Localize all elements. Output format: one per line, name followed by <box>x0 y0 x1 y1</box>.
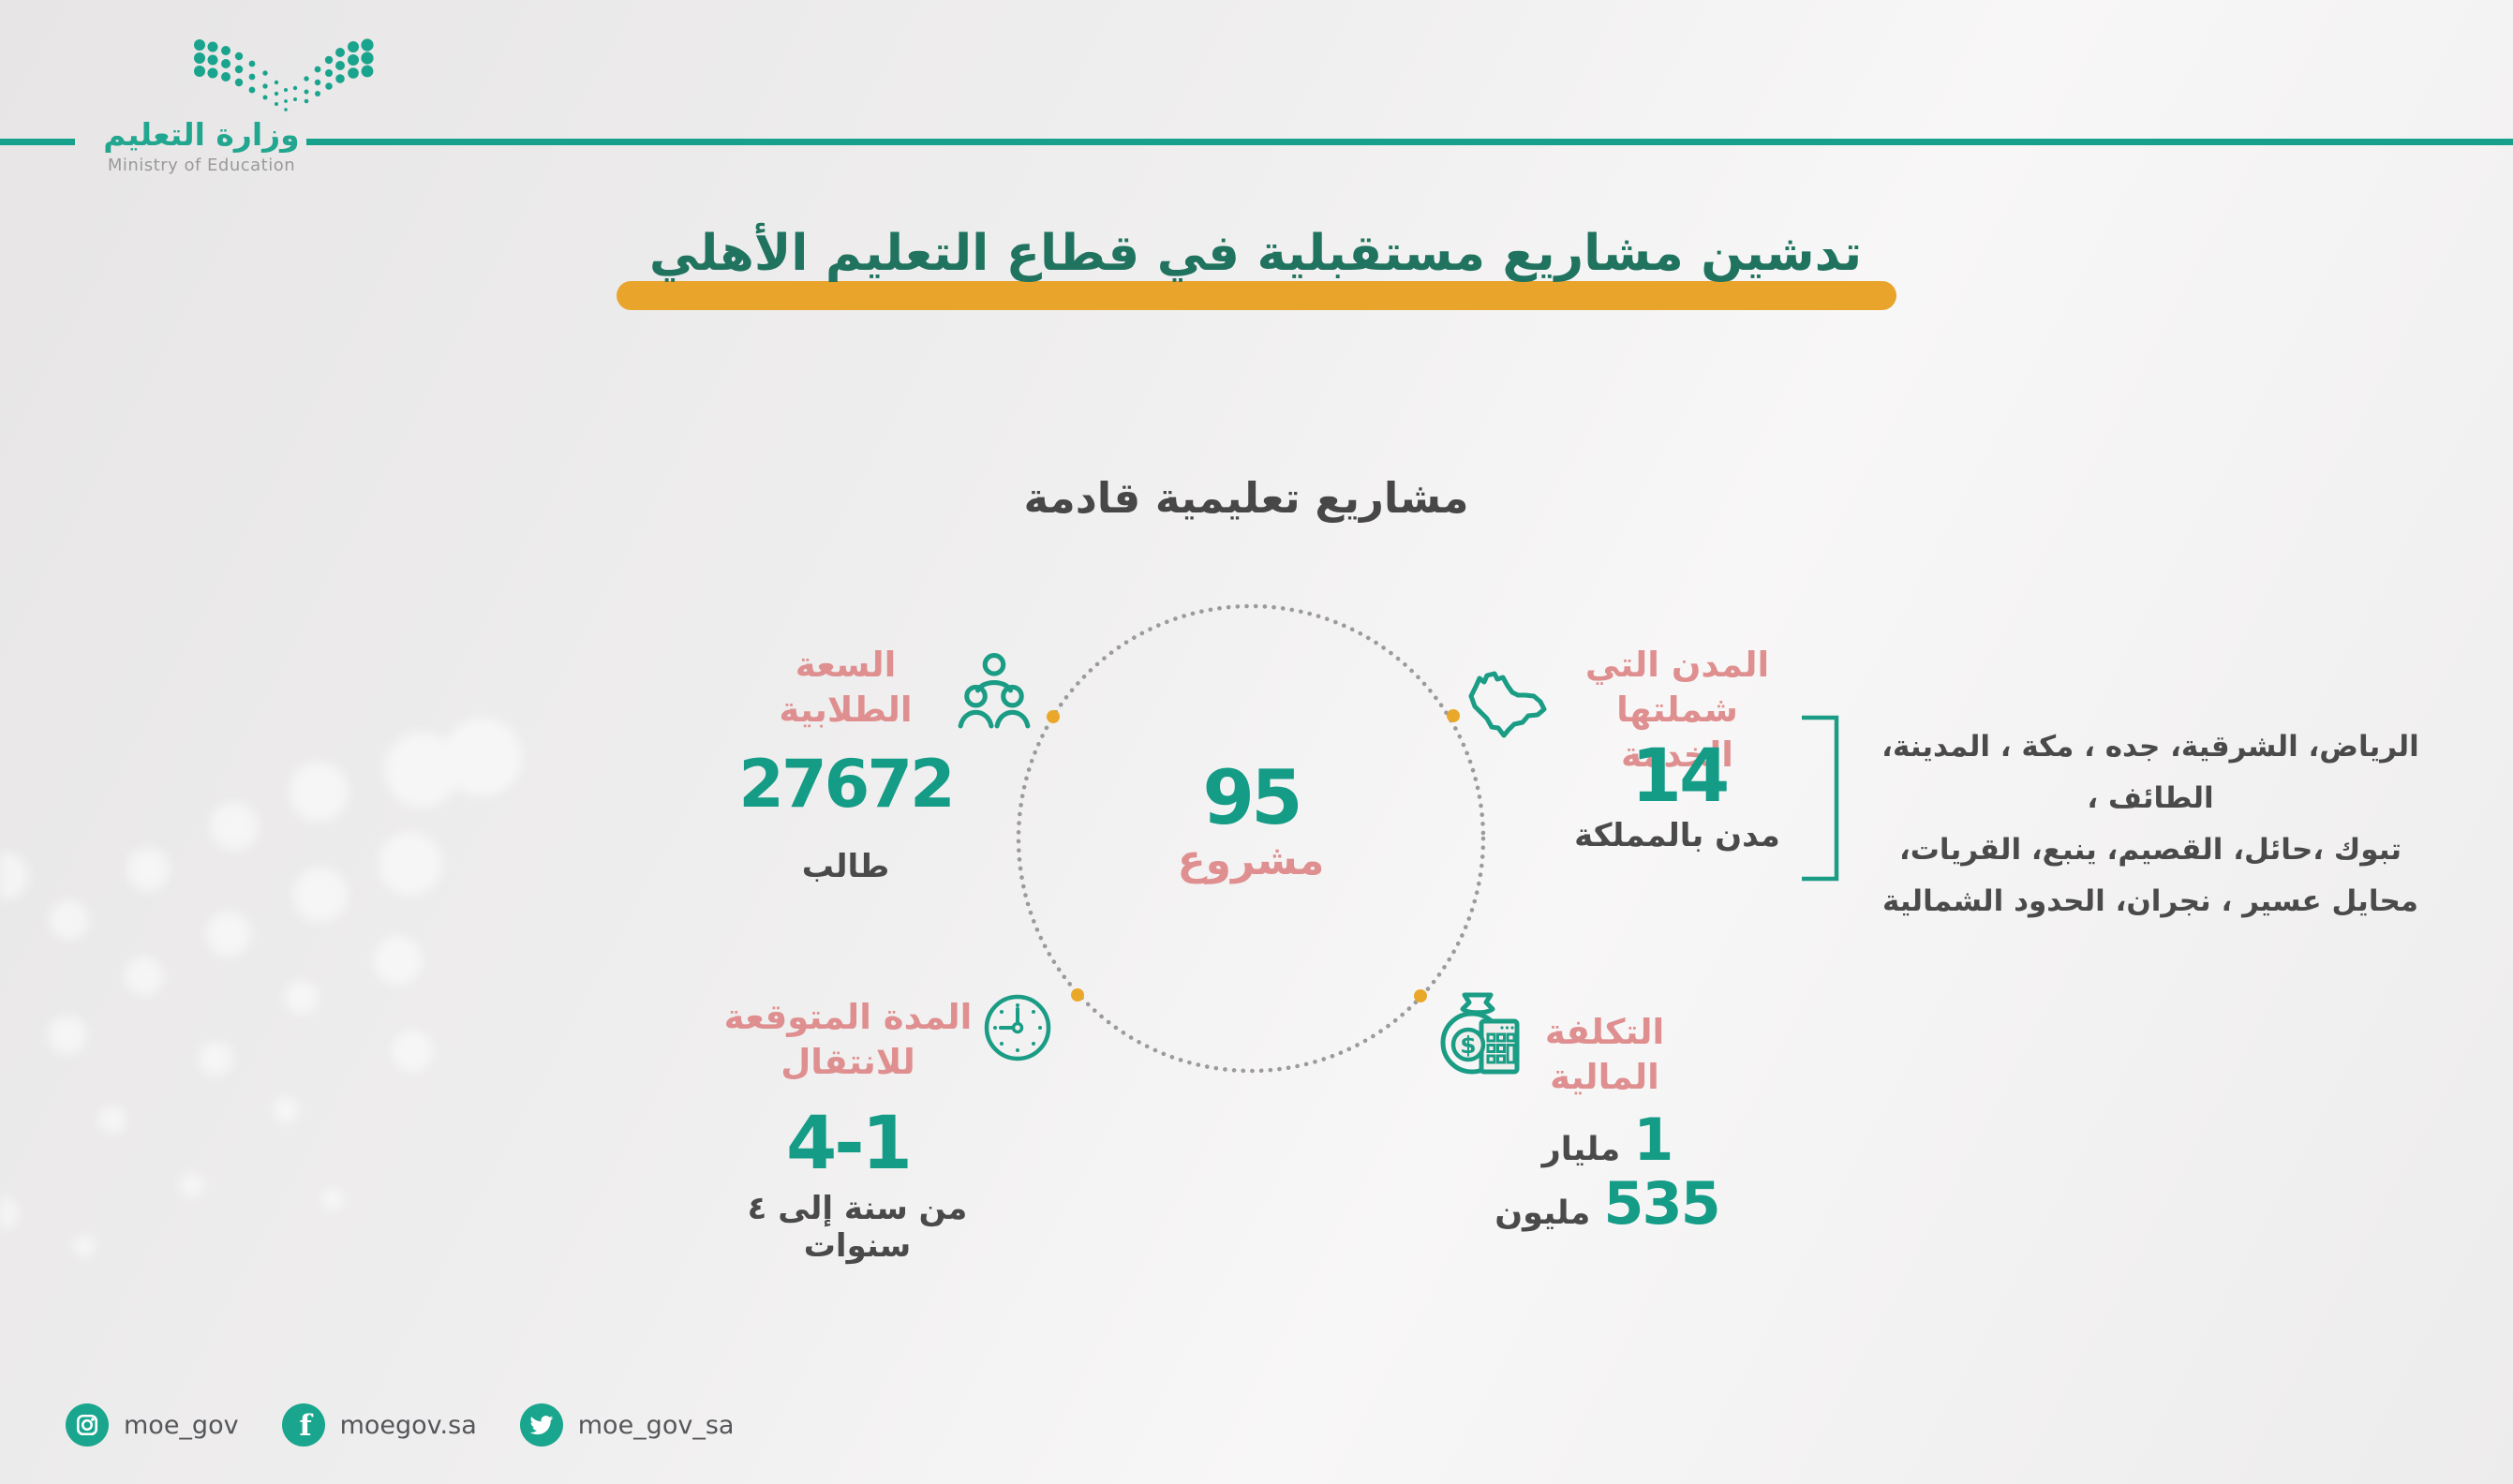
twitter-handle[interactable]: moe_gov_sa <box>577 1410 735 1440</box>
capacity-value: 27672 <box>738 746 956 823</box>
instagram-icon[interactable] <box>66 1403 109 1447</box>
svg-text:f: f <box>299 1409 313 1443</box>
moe-logo-dots <box>194 38 374 111</box>
projects-count-label: مشروع <box>1177 837 1325 884</box>
money-cost-icon: $ <box>1440 992 1520 1075</box>
cost-millions-unit: مليون <box>1494 1195 1591 1232</box>
social-bar: moe_gov f moegov.sa moe_gov_sa <box>66 1403 734 1447</box>
header-rule-right <box>306 139 2513 145</box>
cities-label: المدن التي شملتها الخدمة <box>1560 643 1794 778</box>
clock-icon <box>984 994 1051 1061</box>
circle-marker-top-left <box>1047 710 1060 723</box>
background-dots-pattern <box>0 718 522 1257</box>
cities-list-line2: تبوك ،حائل، القصيم، ينبع، القريات، <box>1899 833 2401 867</box>
page-title: تدشين مشاريع مستقبلية في قطاع التعليم ال… <box>648 225 1863 282</box>
title-highlight-bar <box>617 281 1896 310</box>
section-subtitle: مشاريع تعليمية قادمة <box>1023 473 1469 523</box>
cost-label-line1: التكلفة <box>1544 1012 1665 1052</box>
social-twitter[interactable]: moe_gov_sa <box>519 1403 735 1447</box>
cost-label: التكلفة المالية <box>1494 1010 1715 1100</box>
social-facebook[interactable]: f moegov.sa <box>281 1403 477 1447</box>
header-rule-left <box>0 139 75 145</box>
cities-label-line2: شملتها الخدمة <box>1616 690 1738 775</box>
cost-billions-unit: مليار <box>1541 1131 1621 1168</box>
circle-marker-bottom-left <box>1071 988 1084 1002</box>
duration-value: 4-1 <box>786 1102 913 1186</box>
cost-millions-row: 535 مليون <box>1485 1169 1729 1238</box>
saudi-map-icon <box>1468 671 1547 738</box>
duration-label-line2: للانتقال <box>781 1042 915 1082</box>
page-title-block: تدشين مشاريع مستقبلية في قطاع التعليم ال… <box>562 225 1949 310</box>
capacity-label-line1: السعة <box>795 645 897 685</box>
cost-billions-row: 1 مليار <box>1499 1106 1715 1174</box>
cities-label-line1: المدن التي <box>1584 645 1770 685</box>
cities-list: الرياض، الشرقية، جده ، مكة ، المدينة، ال… <box>1860 721 2441 928</box>
duration-label-line1: المدة المتوقعة <box>723 997 973 1037</box>
cities-bracket <box>1802 715 1839 882</box>
circle-marker-bottom-right <box>1414 989 1427 1002</box>
svg-text:$: $ <box>1460 1031 1476 1059</box>
cities-list-line3: محايل عسير ، نجران، الحدود الشمالية <box>1881 884 2419 918</box>
duration-label: المدة المتوقعة للانتقال <box>721 995 974 1085</box>
students-icon <box>958 653 1031 729</box>
capacity-unit: طالب <box>801 848 890 885</box>
facebook-icon[interactable]: f <box>281 1403 325 1447</box>
moe-wordmark-arabic: وزارة التعليم <box>103 116 300 153</box>
capacity-label: السعة الطلابية <box>731 643 960 733</box>
duration-unit: من سنة إلى ٤ سنوات <box>747 1190 968 1265</box>
social-instagram[interactable]: moe_gov <box>66 1403 239 1447</box>
instagram-handle[interactable]: moe_gov <box>124 1410 239 1440</box>
cities-list-line1: الرياض، الشرقية، جده ، مكة ، المدينة، ال… <box>1881 730 2419 815</box>
cost-millions-value: 535 <box>1603 1169 1720 1238</box>
circle-marker-top-right <box>1447 709 1460 722</box>
moe-wordmark-english: Ministry of Education <box>107 156 296 175</box>
cost-label-line2: المالية <box>1550 1057 1659 1097</box>
dotted-circle <box>1016 603 1486 1074</box>
cities-value: 14 <box>1630 735 1731 819</box>
projects-count: 95 <box>1202 754 1302 841</box>
cities-unit: مدن بالمملكة <box>1574 817 1780 854</box>
capacity-label-line2: الطلابية <box>779 690 913 730</box>
twitter-icon[interactable] <box>519 1403 563 1447</box>
cost-billions-value: 1 <box>1633 1106 1673 1174</box>
facebook-handle[interactable]: moegov.sa <box>339 1410 477 1440</box>
